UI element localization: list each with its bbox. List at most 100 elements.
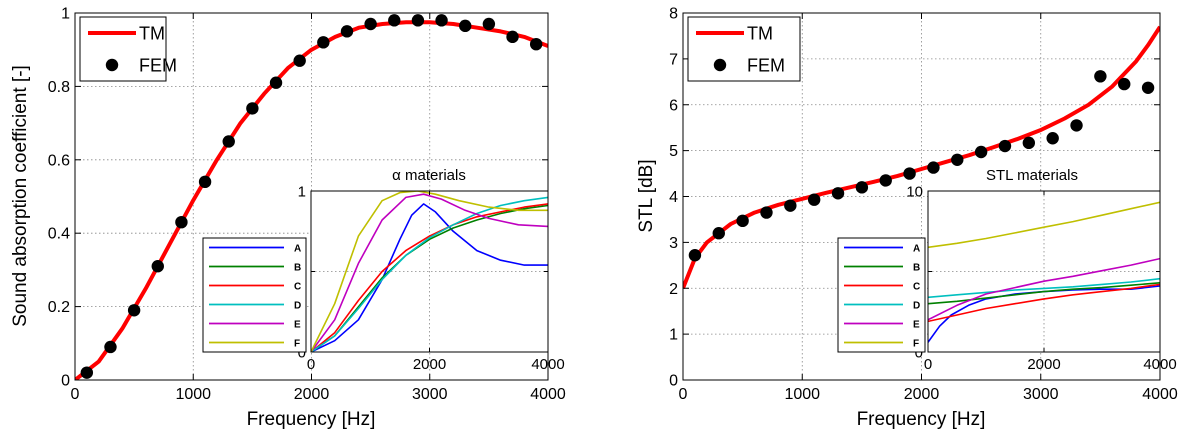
legend-box — [79, 16, 167, 82]
data-point-fem — [506, 30, 519, 44]
legend-marker — [713, 58, 727, 72]
x-tick-label: 0 — [71, 386, 80, 403]
series-line-d — [928, 277, 1160, 299]
data-point-fem — [1118, 77, 1131, 91]
data-point-fem — [80, 366, 94, 379]
data-point-fem — [411, 14, 425, 27]
data-point-fem — [340, 25, 354, 38]
series-line-c — [311, 203, 548, 352]
data-point-fem — [688, 249, 702, 262]
data-point-fem — [831, 187, 845, 200]
x-tick-label: 4000 — [1143, 356, 1176, 373]
data-point-fem — [951, 153, 964, 166]
x-tick-label: 1000 — [784, 386, 820, 403]
x-axis-label: Frequency [Hz] — [247, 409, 376, 430]
data-point-fem — [246, 102, 259, 115]
legend-box — [687, 16, 801, 82]
legend-label: A — [913, 244, 920, 255]
data-point-fem — [855, 181, 869, 194]
series-line-d — [311, 196, 548, 352]
data-point-fem — [1094, 70, 1107, 83]
data-point-fem — [903, 167, 916, 180]
y-tick-label: 5 — [669, 143, 678, 160]
y-tick-label: 6 — [669, 97, 678, 114]
legend-label: FEM — [747, 56, 785, 76]
data-point-fem — [151, 260, 164, 273]
legend-label: C — [294, 282, 301, 293]
data-point-fem — [1022, 136, 1036, 150]
inset-chart-3: 0200040000510STL materials — [906, 167, 1176, 373]
y-tick-label: 0.6 — [48, 152, 70, 169]
x-tick-label: 4000 — [530, 386, 566, 403]
x-tick-label: 0 — [679, 386, 688, 403]
data-point-fem — [198, 175, 212, 189]
x-tick-label: 2000 — [294, 386, 330, 403]
x-tick-label: 4000 — [1142, 386, 1178, 403]
data-point-fem — [927, 161, 940, 174]
legend-label: E — [913, 320, 920, 331]
data-point-fem — [998, 139, 1012, 153]
y-tick-label: 0 — [61, 373, 70, 390]
data-point-fem — [1141, 81, 1155, 94]
data-point-fem — [317, 36, 330, 49]
data-point-fem — [127, 304, 141, 317]
legend: TM FEM — [79, 16, 177, 82]
legend-label: D — [913, 301, 920, 312]
data-point-fem — [1070, 119, 1083, 132]
x-tick-label: 2000 — [413, 356, 446, 373]
x-axis-label: Frequency [Hz] — [857, 409, 986, 430]
x-tick-label: 3000 — [1023, 386, 1059, 403]
y-tick-label: 1 — [298, 184, 306, 201]
data-point-fem — [388, 14, 401, 27]
legend-box — [202, 237, 307, 353]
y-tick-label: 3 — [669, 235, 678, 252]
series-line-f — [311, 191, 548, 352]
y-tick-label: 0 — [669, 373, 678, 390]
legend-label: TM — [747, 24, 773, 44]
legend-label: D — [294, 301, 301, 312]
series-line-e — [928, 257, 1160, 321]
legend-label: TM — [139, 24, 165, 44]
x-tick-label: 2000 — [904, 386, 940, 403]
y-tick-label: 4 — [669, 189, 678, 206]
data-point-fem — [807, 193, 821, 206]
data-point-fem — [974, 145, 988, 159]
data-point-fem — [459, 19, 472, 33]
x-tick-label: 4000 — [531, 356, 564, 373]
series-line-a — [311, 203, 548, 352]
data-point-fem — [482, 17, 496, 31]
legend-label: FEM — [139, 56, 177, 76]
legend-label: F — [294, 339, 300, 350]
series-line-b — [928, 282, 1160, 305]
inset-title: α materials — [392, 167, 466, 184]
legend-label: A — [294, 244, 301, 255]
data-point-fem — [269, 76, 283, 89]
data-point-fem — [1046, 132, 1059, 145]
data-point-fem — [175, 215, 188, 229]
y-tick-label: 2 — [669, 281, 678, 298]
y-tick-label: 1 — [669, 327, 678, 344]
x-tick-label: 0 — [307, 356, 315, 373]
y-tick-label: 10 — [906, 184, 923, 201]
y-tick-label: 0 — [915, 345, 923, 362]
data-point-fem — [222, 135, 235, 148]
inset-title: STL materials — [986, 167, 1078, 184]
series-line-f — [928, 201, 1160, 249]
data-point-fem — [364, 17, 377, 31]
data-point-fem — [879, 174, 892, 187]
y-axis-label: STL [dB] — [636, 159, 657, 232]
y-tick-label: 1 — [61, 6, 70, 23]
data-point-fem — [736, 214, 749, 228]
legend: TM FEM — [687, 16, 801, 82]
inset-chart-1: 02000400000.51α materials — [285, 167, 565, 373]
y-tick-label: 8 — [669, 6, 678, 23]
data-point-fem — [784, 199, 797, 212]
series-line-c — [928, 283, 1160, 323]
data-point-fem — [712, 227, 725, 240]
series-line-e — [311, 193, 548, 352]
legend-label: B — [913, 263, 920, 274]
y-tick-label: 7 — [669, 51, 678, 68]
